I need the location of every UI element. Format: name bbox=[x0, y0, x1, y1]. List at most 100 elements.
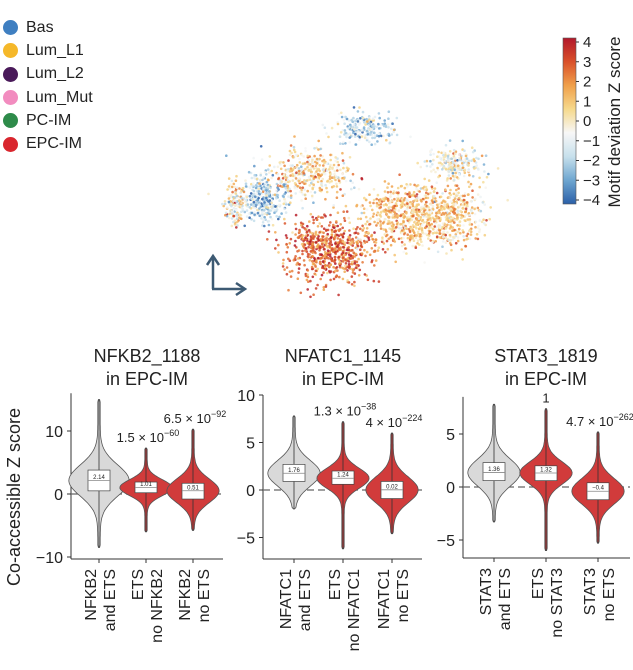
umap-cell-point bbox=[231, 190, 234, 194]
umap-cell-point bbox=[329, 241, 333, 244]
umap-cell-point bbox=[253, 206, 257, 210]
umap-cell-point bbox=[416, 242, 419, 245]
umap-cell-point bbox=[453, 197, 457, 200]
umap-cell-point bbox=[314, 232, 317, 235]
umap-cell-point bbox=[301, 225, 304, 229]
y-tick-label: 0 bbox=[446, 480, 455, 497]
umap-cell-point bbox=[360, 135, 364, 138]
umap-cell-point bbox=[242, 197, 246, 200]
umap-cell-point bbox=[473, 167, 476, 170]
umap-cell-point bbox=[424, 196, 428, 200]
umap-cell-point bbox=[463, 194, 466, 198]
umap-cell-point bbox=[312, 221, 315, 225]
umap-cell-point bbox=[242, 190, 246, 194]
umap-cell-point bbox=[226, 188, 229, 191]
umap-cell-point bbox=[281, 177, 285, 180]
umap-cell-point bbox=[308, 220, 311, 223]
umap-cell-point bbox=[362, 126, 366, 129]
umap-cell-point bbox=[332, 163, 336, 167]
umap-cell-point bbox=[348, 132, 352, 135]
umap-cell-point bbox=[444, 168, 448, 171]
umap-cell-point bbox=[324, 264, 327, 267]
colorbar-tick-label: −3 bbox=[583, 172, 600, 189]
umap-cell-point bbox=[425, 164, 429, 168]
umap-cell-point bbox=[244, 182, 248, 185]
umap-cell-point bbox=[408, 230, 412, 234]
umap-cell-point bbox=[341, 151, 344, 155]
umap-cell-point bbox=[372, 198, 376, 202]
umap-cell-point bbox=[282, 173, 286, 177]
umap-cell-point bbox=[355, 260, 359, 264]
umap-cell-point bbox=[321, 245, 324, 248]
umap-cell-point bbox=[381, 221, 385, 225]
umap-cell-point bbox=[342, 140, 345, 144]
umap-cell-point bbox=[378, 213, 382, 217]
umap-cell-point bbox=[318, 189, 322, 192]
umap-cell-point bbox=[420, 208, 423, 211]
umap-cell-point bbox=[311, 164, 315, 168]
umap-cell-point bbox=[367, 116, 371, 119]
umap-cell-point bbox=[410, 218, 414, 222]
umap-cell-point bbox=[409, 227, 413, 230]
umap-cell-point bbox=[289, 189, 292, 193]
umap-cell-point bbox=[418, 243, 421, 246]
umap-cell-point bbox=[368, 133, 372, 136]
umap-cell-point bbox=[338, 240, 342, 244]
umap-cell-point bbox=[253, 195, 257, 198]
umap-cell-point bbox=[234, 179, 238, 182]
p-value-mantissa: 4 × 10 bbox=[366, 415, 403, 430]
umap-cell-point bbox=[458, 168, 462, 171]
umap-cell-point bbox=[413, 221, 416, 224]
umap-cell-point bbox=[446, 159, 450, 163]
umap-cell-point bbox=[386, 199, 390, 202]
umap-cell-point bbox=[306, 189, 310, 193]
umap-cell-point bbox=[445, 205, 449, 209]
umap-cell-point bbox=[303, 263, 306, 267]
umap-cell-point bbox=[233, 223, 237, 226]
umap-cell-point bbox=[400, 244, 404, 248]
umap-cell-point bbox=[285, 242, 288, 246]
umap-cell-point bbox=[326, 232, 330, 236]
umap-cell-point bbox=[266, 185, 270, 189]
umap-cell-point bbox=[277, 217, 280, 221]
umap-cell-point bbox=[334, 178, 337, 182]
umap-cell-point bbox=[295, 263, 299, 266]
umap-cell-point bbox=[342, 118, 346, 122]
legend-swatch bbox=[3, 43, 18, 59]
umap-cell-point bbox=[301, 206, 304, 210]
umap-cell-point bbox=[387, 110, 391, 113]
umap-cell-point bbox=[420, 228, 424, 232]
umap-cell-point bbox=[329, 270, 333, 273]
umap-cell-point bbox=[271, 173, 275, 177]
umap-cell-point bbox=[306, 179, 309, 182]
y-tick-label: 0 bbox=[54, 487, 63, 504]
umap-cell-point bbox=[228, 216, 231, 220]
umap-cell-point bbox=[315, 247, 318, 251]
legend-item: Lum_L2 bbox=[3, 63, 93, 86]
umap-cell-point bbox=[379, 123, 383, 127]
umap-cell-point bbox=[376, 221, 380, 225]
umap-cell-point bbox=[329, 158, 333, 162]
umap-cell-point bbox=[340, 111, 343, 115]
umap-cell-point bbox=[270, 205, 273, 208]
umap-cell-point bbox=[458, 220, 462, 223]
umap-cell-point bbox=[296, 257, 300, 260]
umap-cell-point bbox=[270, 201, 274, 205]
umap-cell-point bbox=[301, 249, 304, 253]
umap-cell-point bbox=[289, 237, 293, 241]
umap-cell-point bbox=[254, 184, 258, 187]
umap-cell-point bbox=[416, 196, 419, 200]
umap-cell-point bbox=[339, 131, 343, 134]
umap-cell-point bbox=[454, 241, 458, 245]
umap-cell-point bbox=[400, 184, 404, 188]
umap-cell-point bbox=[448, 162, 452, 166]
umap-cell-point bbox=[402, 220, 405, 223]
umap-cell-point bbox=[364, 198, 368, 202]
umap-cell-point bbox=[444, 154, 448, 157]
umap-cell-point bbox=[227, 185, 231, 188]
umap-cell-point bbox=[466, 204, 469, 208]
category-label: no STAT3 bbox=[549, 568, 566, 638]
p-value-annotation: 6.5 × 10−92 bbox=[164, 409, 227, 426]
category-label: ETS bbox=[327, 569, 344, 600]
umap-cell-point bbox=[230, 217, 234, 220]
